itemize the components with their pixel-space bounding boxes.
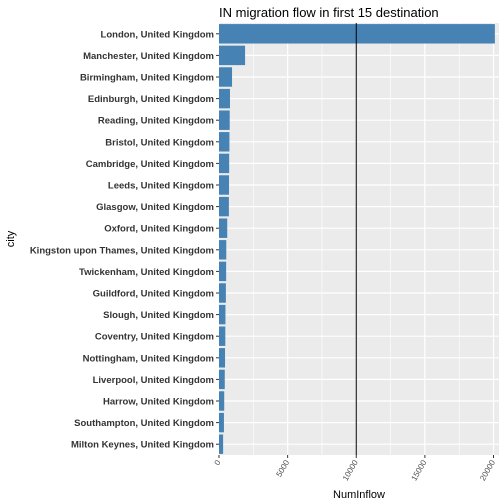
bar <box>219 261 227 282</box>
x-axis: 0 5000 10000 15000 20000 <box>213 455 497 482</box>
y-axis-title: city <box>5 230 17 247</box>
y-tick-label: Oxford, United Kingdom <box>104 224 214 235</box>
bar <box>219 88 230 109</box>
grid-lines <box>218 23 499 455</box>
y-tick-label: Liverpool, United Kingdom <box>93 375 214 386</box>
plot-panel <box>219 23 499 455</box>
bar <box>219 132 230 152</box>
bar <box>219 283 226 303</box>
y-tick-label: Harrow, United Kingdom <box>103 397 214 408</box>
y-tick-label: Glasgow, United Kingdom <box>96 202 214 213</box>
bar <box>219 45 246 66</box>
y-tick-label: Birmingham, United Kingdom <box>80 73 214 84</box>
bar <box>219 240 227 260</box>
x-tick-label: 5000 <box>274 458 291 478</box>
bar <box>219 153 230 174</box>
bar <box>219 326 226 346</box>
y-tick-label: Kingston upon Thames, United Kingdom <box>30 245 214 256</box>
x-tick-label: 0 <box>213 458 223 467</box>
bar <box>219 391 225 411</box>
bar <box>219 369 225 390</box>
bar <box>219 24 495 44</box>
y-tick-label: Edinburgh, United Kingdom <box>88 94 214 105</box>
bar <box>219 67 233 87</box>
y-tick-label: Guildford, United Kingdom <box>93 289 214 300</box>
y-tick-label: Reading, United Kingdom <box>98 116 214 127</box>
y-tick-label: Cambridge, United Kingdom <box>86 159 214 170</box>
y-tick-label: Twickenham, United Kingdom <box>79 267 214 278</box>
y-tick-label: Nottingham, United Kingdom <box>83 353 214 364</box>
bar <box>219 412 224 433</box>
bar <box>219 110 230 130</box>
y-axis: London, United Kingdom Manchester, United… <box>30 29 219 451</box>
y-tick-label: Slough, United Kingdom <box>103 310 214 321</box>
bars <box>219 24 495 454</box>
y-tick-label: Leeds, United Kingdom <box>108 181 214 192</box>
bar <box>219 175 230 195</box>
y-tick-label: Bristol, United Kingdom <box>105 137 214 148</box>
y-tick-label: London, United Kingdom <box>101 29 214 40</box>
x-axis-title: NumInflow <box>333 489 385 501</box>
y-tick-label: Manchester, United Kingdom <box>83 51 214 62</box>
bar <box>219 196 229 217</box>
bar <box>219 304 226 325</box>
bar <box>219 218 228 238</box>
bar <box>219 434 224 454</box>
bar <box>219 348 226 368</box>
chart-title: IN migration flow in first 15 destinatio… <box>219 5 439 20</box>
x-tick-label: 20000 <box>478 458 497 482</box>
y-tick-label: Southampton, United Kingdom <box>74 418 214 429</box>
y-tick-label: Coventry, United Kingdom <box>95 332 214 343</box>
x-tick-label: 15000 <box>410 458 429 482</box>
y-tick-label: Milton Keynes, United Kingdom <box>71 440 214 451</box>
x-tick-label: 10000 <box>341 458 360 482</box>
